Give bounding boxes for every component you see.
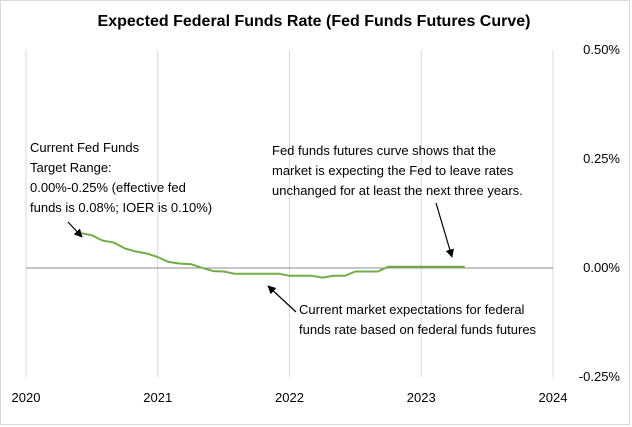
x-tick-label-2024: 2024 [539, 390, 568, 405]
x-tick-label-2020: 2020 [12, 390, 41, 405]
annotation-market-expectations-line-1: Current market expectations for federal [299, 302, 525, 317]
annotation-market-expectations: Current market expectations for federal … [299, 302, 537, 337]
x-tick-label-2021: 2021 [143, 390, 172, 405]
annotation-futures-curve-line-3: unchanged for at least the next three ye… [272, 183, 523, 198]
y-tick-labels: 0.50% 0.25% 0.00% -0.25% [579, 42, 621, 384]
x-tick-label-2022: 2022 [275, 390, 304, 405]
x-tick-label-2023: 2023 [407, 390, 436, 405]
chart-title: Expected Federal Funds Rate (Fed Funds F… [98, 13, 531, 30]
y-tick-label-2: 0.00% [583, 260, 620, 275]
annotation-current-target: Current Fed Funds Target Range: 0.00%-0.… [30, 140, 212, 215]
annotation-current-target-line-1: Current Fed Funds [30, 140, 140, 155]
y-tick-label-3: -0.25% [579, 369, 621, 384]
series-layer [81, 232, 465, 279]
y-tick-label-1: 0.25% [583, 151, 620, 166]
annotation-current-target-line-2: Target Range: [30, 160, 112, 175]
arrow-futures-curve [435, 202, 454, 258]
x-tick-labels: 2020 2021 2022 2023 2024 [12, 390, 568, 405]
vertical-gridlines [25, 50, 554, 377]
annotation-current-target-line-3: 0.00%-0.25% (effective fed [30, 180, 186, 195]
annotation-futures-curve-line-2: market is expecting the Fed to leave rat… [272, 163, 514, 178]
annotation-futures-curve: Fed funds futures curve shows that the m… [272, 143, 523, 198]
annotation-futures-curve-line-1: Fed funds futures curve shows that the [272, 143, 496, 158]
arrow-current-target [67, 221, 83, 238]
y-tick-label-0: 0.50% [583, 42, 620, 57]
arrow-market-expectations [267, 285, 297, 313]
annotation-current-target-line-4: funds is 0.08%; IOER is 0.10%) [30, 200, 212, 215]
series-line-0 [81, 232, 465, 279]
annotation-market-expectations-line-2: funds rate based on federal funds future… [299, 322, 537, 337]
